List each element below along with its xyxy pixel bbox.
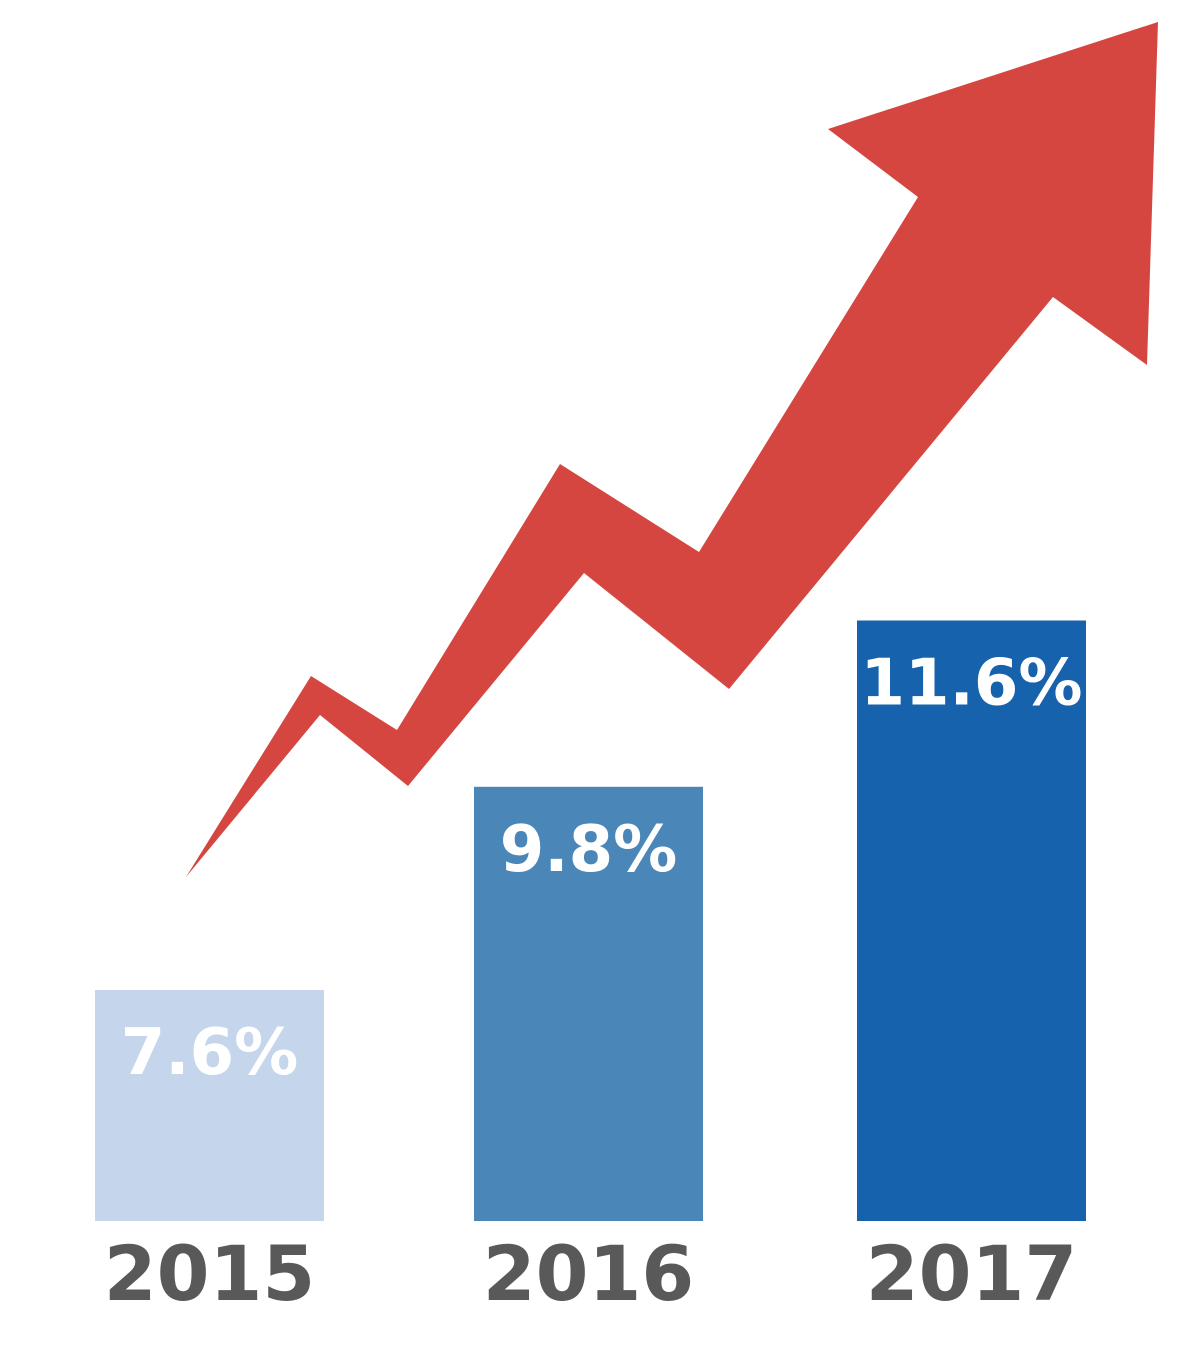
category-label-2017: 2017 xyxy=(866,1229,1078,1318)
bar-2015 xyxy=(95,990,324,1221)
trend-arrow xyxy=(186,22,1158,877)
bar-label-2015: 7.6% xyxy=(121,1016,299,1090)
bar-label-2016: 9.8% xyxy=(500,813,678,887)
bar-2017 xyxy=(857,620,1086,1221)
bar-label-2017: 11.6% xyxy=(860,646,1082,720)
category-label-2015: 2015 xyxy=(104,1229,316,1318)
bar-2016 xyxy=(474,786,703,1221)
category-label-2016: 2016 xyxy=(483,1229,695,1318)
